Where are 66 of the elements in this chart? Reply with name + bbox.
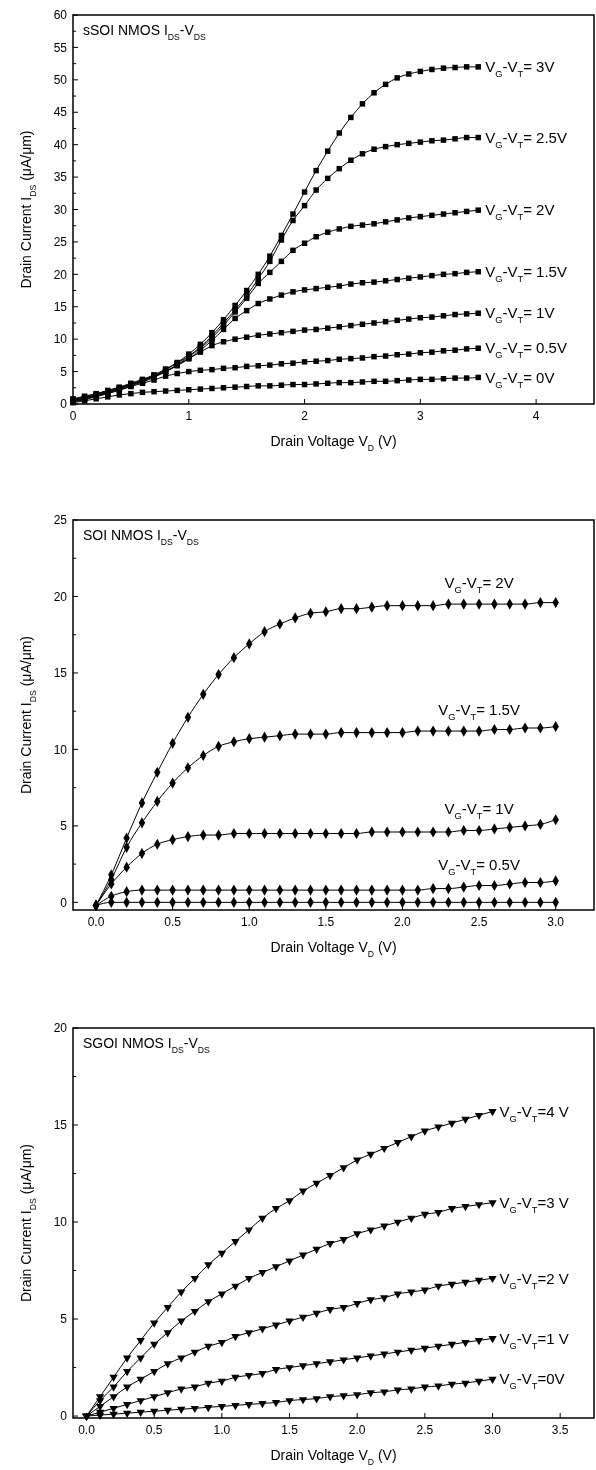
series-label: V$_{G}$-V$_{T}$=4 V (499, 1102, 569, 1124)
x-tick-label: 1.5 (281, 1423, 299, 1437)
series-label: V$_{G}$-V$_{T}$= 1V (485, 304, 555, 326)
series-label: V$_{G}$-V$_{T}$= 2V (485, 201, 555, 223)
y-tick-label: 60 (53, 8, 68, 23)
y-tick-label: 15 (53, 299, 68, 314)
x-tick-label: 2 (301, 409, 309, 423)
x-tick-label: 0.5 (164, 915, 182, 929)
y-tick-label: 40 (53, 137, 68, 152)
x-tick-label: 1.0 (213, 1423, 231, 1437)
y-tick-label: 20 (53, 589, 68, 604)
y-tick-label: 55 (53, 40, 68, 55)
x-tick-label: 1 (185, 409, 193, 423)
x-tick-label: 2.5 (470, 915, 488, 929)
x-axis-title: Drain Voltage V$_{D}$ (V) (270, 1447, 397, 1467)
series-label: V$_{G}$-V$_{T}$=3 V (499, 1193, 569, 1215)
x-tick-label: 4 (532, 409, 540, 423)
x-tick-label: 2.5 (416, 1423, 434, 1437)
x-tick-label: 3.0 (547, 915, 565, 929)
y-tick-label: 10 (53, 742, 68, 757)
x-tick-label: 2.0 (394, 915, 412, 929)
y-tick-label: 5 (60, 819, 68, 834)
series-label: V$_{G}$-V$_{T}$= 0.5V (485, 339, 567, 361)
x-tick-label: 0.5 (145, 1423, 163, 1437)
x-tick-label: 1.5 (317, 915, 335, 929)
series-label: V$_{G}$-V$_{T}$= 1V (444, 800, 514, 822)
series-label: V$_{G}$-V$_{T}$= 2.5V (485, 128, 567, 150)
series-label: V$_{G}$-V$_{T}$=2 V (499, 1269, 569, 1291)
x-tick-label: 1.0 (240, 915, 258, 929)
series-label: V$_{G}$-V$_{T}$= 0V (485, 368, 555, 390)
text: SGOI NMOS I$_{DS}$-V$_{DS}$ (83, 1035, 210, 1055)
y-tick-label: 30 (53, 202, 68, 217)
x-tick-label: 3.5 (551, 1423, 569, 1437)
y-tick-label: 50 (53, 73, 68, 88)
series-label: V$_{G}$-V$_{T}$= 1.5V (485, 262, 567, 284)
text: SOI NMOS I$_{DS}$-V$_{DS}$ (83, 527, 200, 547)
x-tick-label: 0.0 (87, 915, 105, 929)
x-tick-label: 3 (416, 409, 424, 423)
y-tick-label: 0 (60, 1409, 68, 1424)
x-tick-label: 0.0 (78, 1423, 96, 1437)
y-tick-label: 5 (60, 364, 68, 379)
series-label: V$_{G}$-V$_{T}$=0V (499, 1370, 565, 1392)
y-tick-label: 10 (53, 332, 68, 347)
x-tick-label: 0 (69, 409, 77, 423)
series-label: V$_{G}$-V$_{T}$= 3V (485, 58, 555, 80)
y-tick-label: 25 (53, 513, 68, 528)
x-tick-label: 2.0 (348, 1423, 366, 1437)
series-label: V$_{G}$-V$_{T}$= 2V (444, 574, 514, 596)
y-tick-label: 25 (53, 235, 68, 250)
y-tick-label: 10 (53, 1215, 68, 1230)
x-tick-label: 3.0 (484, 1423, 502, 1437)
y-tick-label: 35 (53, 170, 68, 185)
y-tick-label: 20 (53, 1021, 68, 1036)
text: sSOI NMOS I$_{DS}$-V$_{DS}$ (83, 22, 207, 42)
x-axis-title: Drain Voltage V$_{D}$ (V) (270, 433, 397, 453)
y-tick-label: 20 (53, 267, 68, 282)
y-tick-label: 5 (60, 1312, 68, 1327)
y-tick-label: 0 (60, 397, 68, 412)
x-axis-title: Drain Voltage V$_{D}$ (V) (270, 939, 397, 959)
series-label: V$_{G}$-V$_{T}$= 1.5V (438, 701, 520, 723)
series-label: V$_{G}$-V$_{T}$= 0.5V (438, 855, 520, 877)
y-tick-label: 15 (53, 1118, 68, 1133)
y-tick-label: 45 (53, 105, 68, 120)
y-tick-label: 15 (53, 666, 68, 681)
series-label: V$_{G}$-V$_{T}$=1 V (499, 1329, 569, 1351)
y-tick-label: 0 (60, 895, 68, 910)
